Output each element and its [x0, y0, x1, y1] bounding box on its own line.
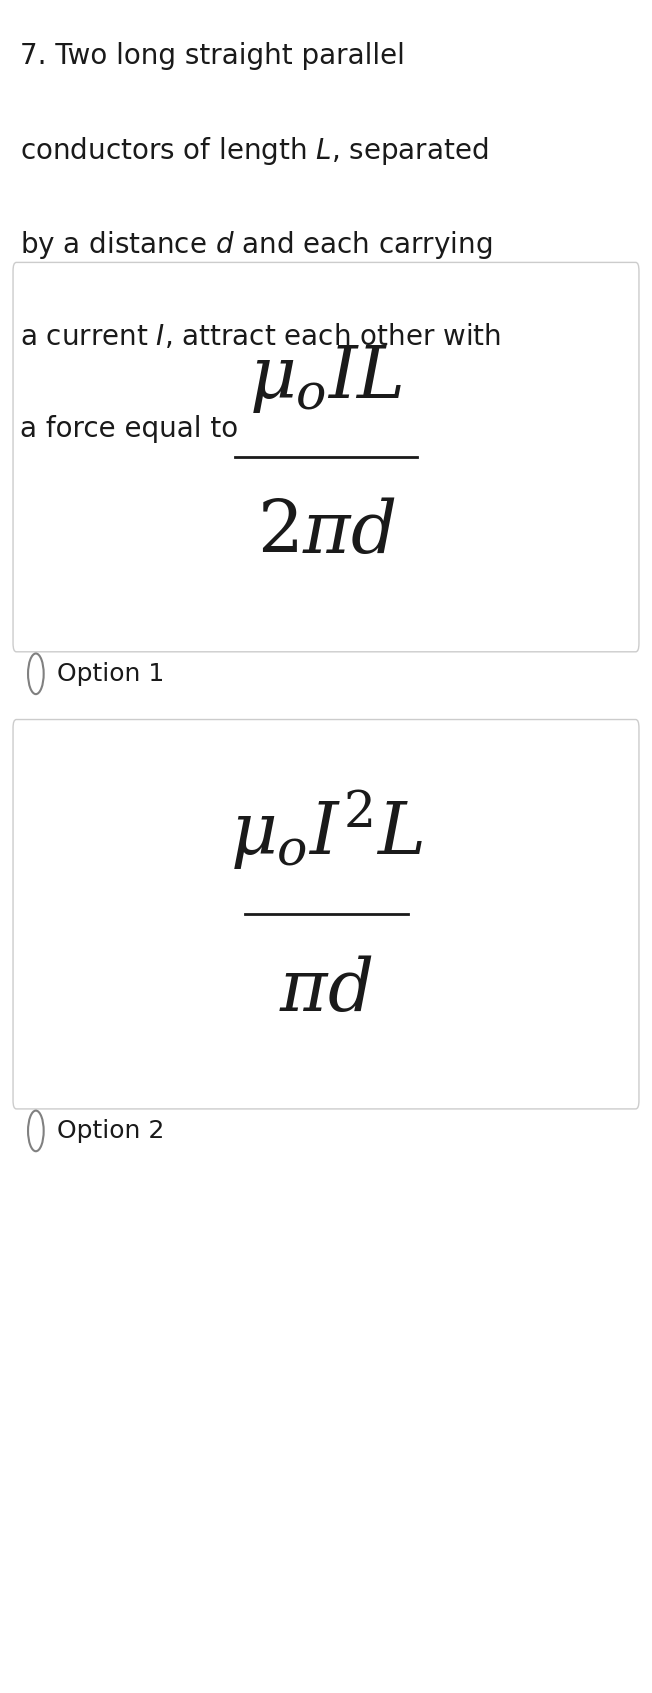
Text: a current $\mathit{I}$, attract each other with: a current $\mathit{I}$, attract each oth…: [20, 322, 500, 350]
Text: conductors of length $\mathit{L}$, separated: conductors of length $\mathit{L}$, separ…: [20, 135, 488, 168]
FancyBboxPatch shape: [13, 720, 639, 1109]
FancyBboxPatch shape: [13, 262, 639, 652]
Text: $\mu_o I^2 L$: $\mu_o I^2 L$: [230, 787, 422, 872]
Text: 7. Two long straight parallel: 7. Two long straight parallel: [20, 42, 404, 71]
Circle shape: [28, 1111, 44, 1151]
Circle shape: [28, 653, 44, 694]
Text: $\pi d$: $\pi d$: [279, 957, 373, 1026]
Text: Option 1: Option 1: [57, 662, 164, 686]
Text: $\mu_o IL$: $\mu_o IL$: [249, 342, 403, 415]
Text: $2\pi d$: $2\pi d$: [257, 499, 395, 569]
Text: a force equal to: a force equal to: [20, 415, 238, 444]
Text: Option 2: Option 2: [57, 1119, 164, 1143]
Text: by a distance $\mathit{d}$ and each carrying: by a distance $\mathit{d}$ and each carr…: [20, 229, 492, 261]
